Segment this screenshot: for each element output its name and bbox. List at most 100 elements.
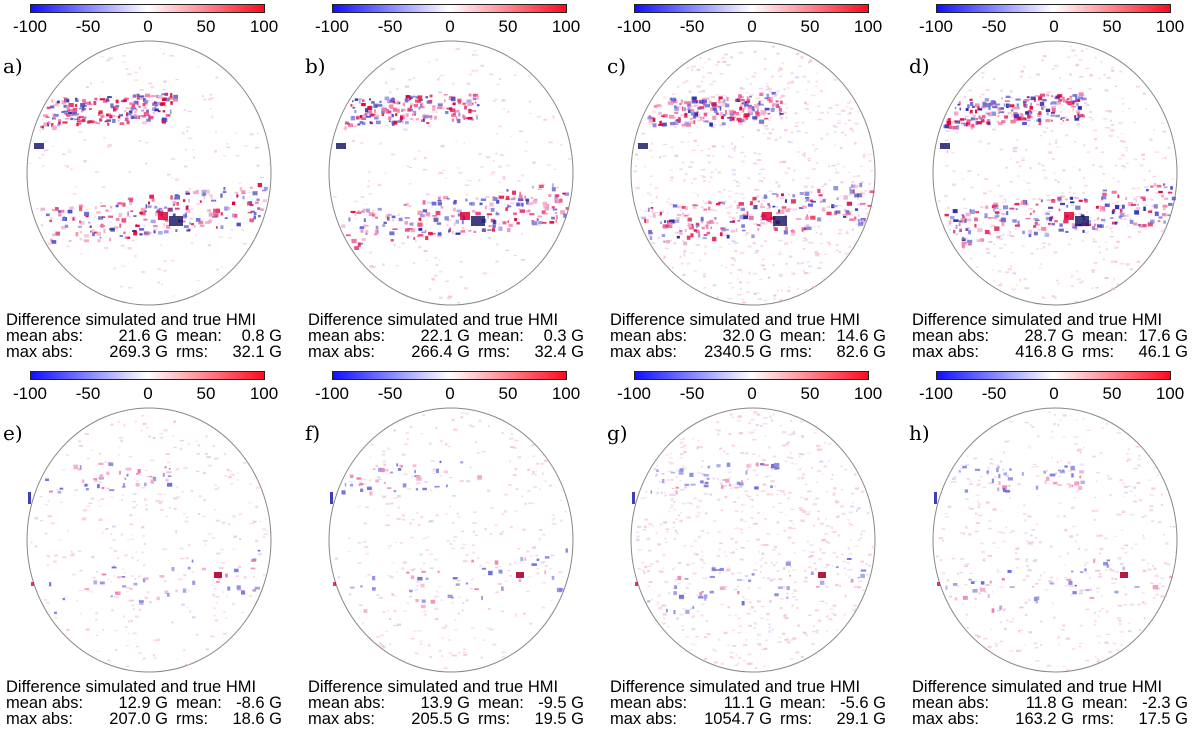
positive-flux-patch <box>688 109 694 111</box>
noise-speck <box>963 216 967 218</box>
noise-speck <box>226 146 230 149</box>
positive-flux-patch <box>417 222 423 227</box>
noise-speck <box>1155 593 1159 596</box>
noise-speck <box>697 439 700 442</box>
noise-speck <box>701 550 703 553</box>
noise-speck <box>1015 547 1019 550</box>
positive-flux-patch <box>1156 184 1162 188</box>
negative-flux-patch <box>727 117 731 119</box>
noise-speck <box>143 596 147 599</box>
noise-speck <box>789 639 794 641</box>
noise-speck <box>1161 493 1163 496</box>
positive-flux-patch <box>149 194 154 199</box>
noise-speck <box>768 446 771 449</box>
noise-speck <box>776 289 779 292</box>
positive-flux-patch <box>153 225 158 228</box>
positive-flux-patch <box>845 211 851 216</box>
noise-speck <box>847 576 851 579</box>
panel-caption: Difference simulated and true HMI <box>610 311 861 329</box>
noise-speck <box>510 202 515 204</box>
noise-speck <box>714 209 717 212</box>
negative-flux-patch <box>551 216 555 219</box>
noise-speck <box>464 184 470 186</box>
noise-speck <box>96 634 98 636</box>
negative-flux-patch <box>82 105 88 107</box>
noise-speck <box>820 522 824 525</box>
noise-speck <box>1036 523 1039 526</box>
noise-speck <box>348 239 353 241</box>
positive-flux-patch <box>971 123 975 128</box>
noise-speck <box>188 544 191 547</box>
noise-speck <box>791 432 796 435</box>
noise-speck <box>660 491 663 494</box>
noise-speck <box>456 577 460 579</box>
noise-speck <box>425 536 430 539</box>
positive-flux-patch <box>986 119 991 122</box>
noise-speck <box>688 166 692 168</box>
noise-speck <box>708 147 710 150</box>
noise-speck <box>719 73 724 75</box>
positive-flux-patch <box>365 225 369 227</box>
noise-speck <box>869 506 873 509</box>
noise-speck <box>787 140 791 143</box>
noise-speck <box>473 50 477 52</box>
noise-speck <box>448 476 453 478</box>
noise-speck <box>768 119 771 121</box>
negative-flux-patch <box>993 204 999 210</box>
noise-speck <box>492 643 497 646</box>
noise-speck <box>834 499 837 501</box>
noise-speck <box>411 475 414 478</box>
positive-flux-patch <box>451 215 455 218</box>
noise-speck <box>955 233 959 236</box>
noise-speck <box>783 529 786 532</box>
positive-flux-patch <box>257 183 262 188</box>
noise-speck <box>1052 172 1056 174</box>
spot-core <box>940 143 950 149</box>
stat-label-max-abs: max abs: <box>610 710 677 728</box>
negative-flux-patch <box>106 119 111 122</box>
noise-speck <box>802 75 807 78</box>
noise-speck <box>1064 564 1066 566</box>
negative-flux-patch <box>1111 210 1115 215</box>
positive-flux-patch <box>559 198 563 203</box>
noise-speck <box>196 203 199 205</box>
stat-value-mean: -8.6 G <box>236 694 282 712</box>
noise-speck <box>138 140 141 142</box>
negative-flux-patch <box>661 234 666 238</box>
noise-speck <box>489 533 493 535</box>
noise-speck <box>1131 187 1136 190</box>
positive-flux-patch <box>40 125 44 129</box>
noise-speck <box>446 540 451 543</box>
negative-flux-patch <box>1097 224 1102 228</box>
negative-flux-patch <box>564 192 569 196</box>
noise-speck <box>951 152 955 154</box>
noise-speck <box>711 125 715 129</box>
noise-speck <box>1054 179 1057 181</box>
positive-flux-patch <box>349 474 354 479</box>
positive-flux-patch <box>674 111 679 114</box>
noise-speck <box>552 118 555 120</box>
noise-speck <box>1122 482 1125 485</box>
noise-speck <box>1038 197 1041 201</box>
noise-speck <box>636 538 640 542</box>
noise-speck <box>1104 537 1108 540</box>
negative-flux-patch <box>224 206 229 211</box>
noise-speck <box>813 431 817 434</box>
negative-flux-patch <box>360 210 364 213</box>
negative-flux-patch <box>421 599 426 603</box>
noise-speck <box>389 643 391 646</box>
positive-flux-patch <box>150 95 156 97</box>
noise-speck <box>1142 158 1145 161</box>
negative-flux-patch <box>258 215 261 218</box>
noise-speck <box>782 586 786 589</box>
noise-speck <box>1116 648 1120 651</box>
noise-speck <box>1088 576 1092 580</box>
noise-speck <box>513 74 517 76</box>
noise-speck <box>1062 436 1066 438</box>
negative-flux-patch <box>967 239 973 244</box>
positive-flux-patch <box>413 104 418 108</box>
noise-speck <box>1062 624 1065 627</box>
noise-speck <box>833 79 838 81</box>
negative-flux-patch <box>446 197 450 200</box>
noise-speck <box>853 610 856 613</box>
